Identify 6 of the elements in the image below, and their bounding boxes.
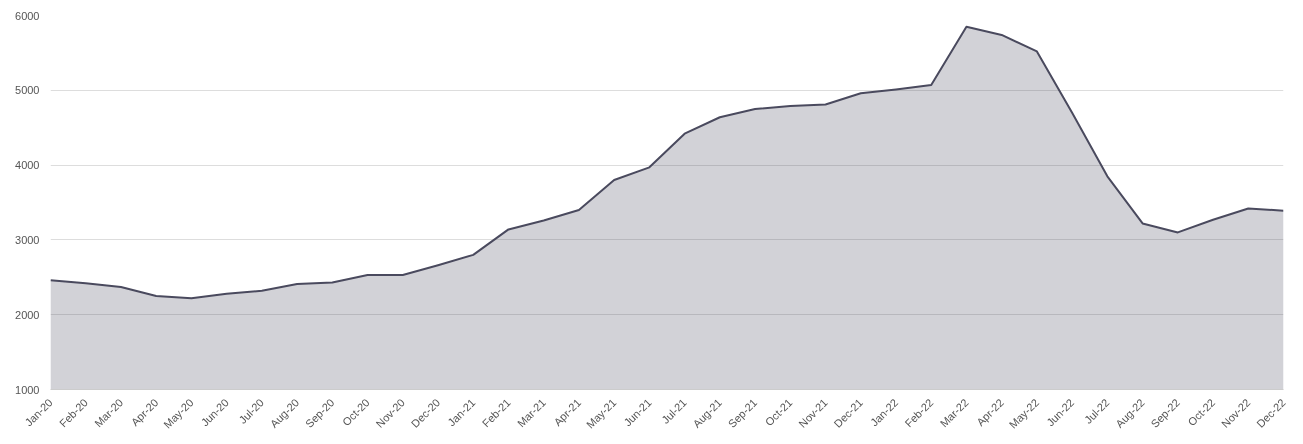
- y-tick-label: 5000: [15, 84, 40, 97]
- y-tick-label: 3000: [15, 233, 40, 246]
- y-tick-label: 6000: [15, 9, 40, 22]
- y-tick-label: 4000: [15, 159, 40, 172]
- y-tick-label: 1000: [15, 383, 40, 396]
- y-tick-label: 2000: [15, 308, 40, 321]
